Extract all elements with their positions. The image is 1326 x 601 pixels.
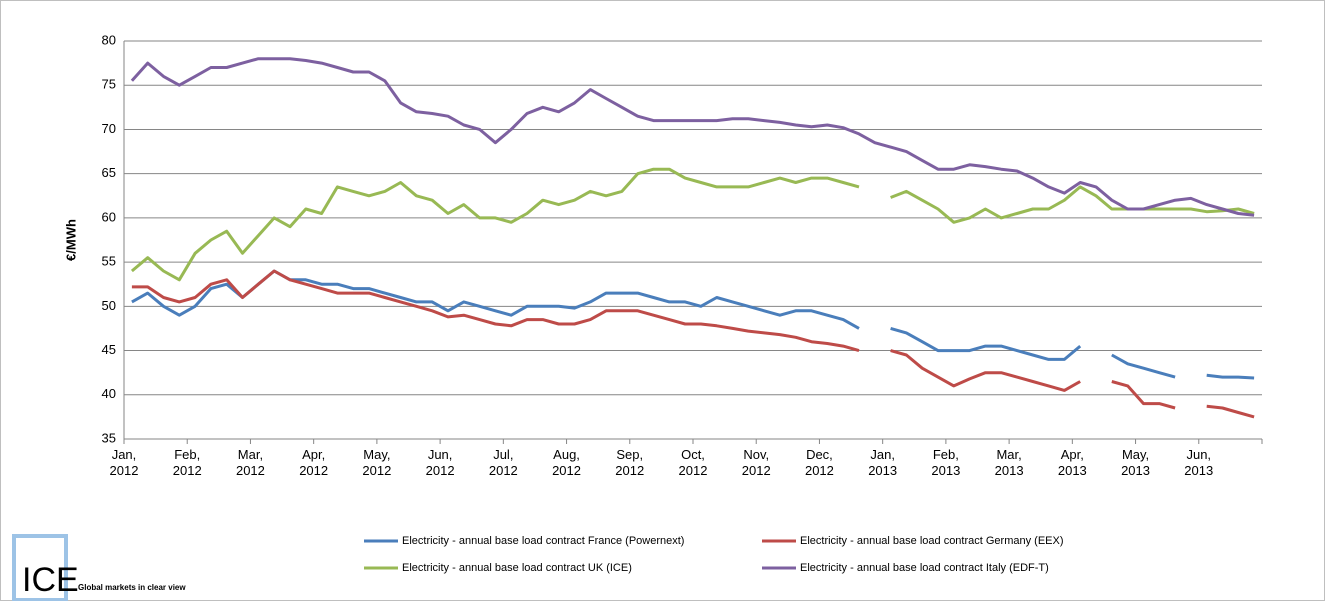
- logo-tagline: Global markets in clear view: [78, 583, 186, 592]
- legend-label: Electricity - annual base load contract …: [402, 562, 632, 574]
- y-tick-label: 80: [102, 32, 116, 47]
- x-tick-label: Oct, 2012: [678, 447, 708, 478]
- x-tick-label: Jun, 2012: [425, 447, 455, 478]
- x-tick-label: Feb, 2012: [172, 447, 202, 478]
- x-tick-label: Nov, 2012: [741, 447, 771, 478]
- x-tick-label: Mar, 2013: [994, 447, 1024, 478]
- x-tick-label: Mar, 2012: [235, 447, 265, 478]
- y-tick-label: 40: [102, 386, 116, 401]
- x-tick-label: May, 2012: [362, 447, 392, 478]
- x-tick-label: Jan, 2013: [868, 447, 898, 478]
- y-tick-label: 55: [102, 254, 116, 269]
- legend-label: Electricity - annual base load contract …: [800, 535, 1064, 547]
- y-tick-label: 35: [102, 430, 116, 445]
- x-tick-label: Apr, 2012: [299, 447, 329, 478]
- x-tick-label: May, 2013: [1121, 447, 1150, 478]
- series-line: [130, 167, 1255, 282]
- series-line: [130, 57, 1255, 217]
- y-tick-label: 45: [102, 342, 116, 357]
- logo-mark: ICE: [22, 561, 79, 599]
- logo-frame: [12, 534, 68, 601]
- series-line: [131, 269, 1255, 380]
- legend-label: Electricity - annual base load contract …: [800, 562, 1049, 574]
- y-tick-label: 60: [102, 209, 116, 224]
- x-tick-label: Aug, 2012: [552, 447, 581, 478]
- y-tick-label: 70: [102, 121, 116, 136]
- series-line: [131, 269, 1255, 419]
- x-tick-label: Jan, 2012: [109, 447, 139, 478]
- x-tick-label: Apr, 2013: [1057, 447, 1087, 478]
- x-tick-label: Sep, 2012: [615, 447, 645, 478]
- y-axis-label: €/MWh: [63, 219, 78, 261]
- x-tick-label: Feb, 2013: [931, 447, 961, 478]
- x-tick-label: Dec, 2012: [804, 447, 834, 478]
- y-tick-label: 75: [102, 77, 116, 92]
- x-tick-label: Jul, 2012: [488, 447, 518, 478]
- y-tick-label: 50: [102, 298, 116, 313]
- y-tick-label: 65: [102, 165, 116, 180]
- x-tick-label: Jun, 2013: [1184, 447, 1214, 478]
- legend-label: Electricity - annual base load contract …: [402, 535, 684, 547]
